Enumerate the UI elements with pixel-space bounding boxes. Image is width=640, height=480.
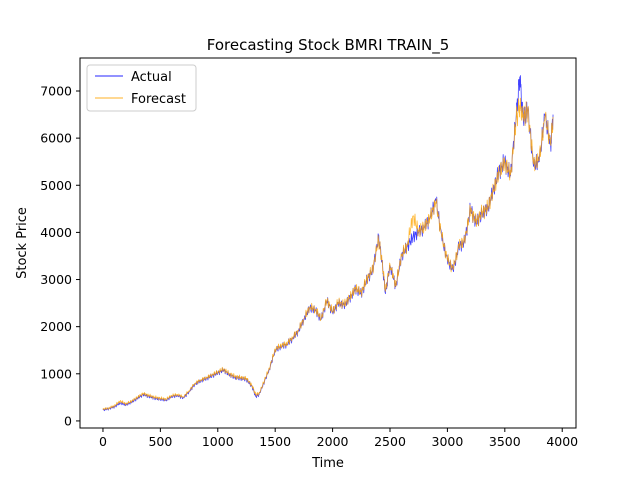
series-layer [102,75,554,412]
x-tick-label: 4000 [546,434,578,449]
legend-label-actual: Actual [131,70,172,85]
plot-area-frame [79,57,577,429]
x-tick-label: 2500 [374,434,406,449]
x-axis-label: Time [311,456,344,471]
x-tick-label: 2000 [317,434,349,449]
legend: Actual Forecast [86,64,197,112]
chart-title: Forecasting Stock BMRI TRAIN_5 [207,36,450,55]
y-tick-label: 5000 [40,178,72,193]
x-tick-label: 0 [99,434,107,449]
legend-label-forecast: Forecast [131,92,186,107]
x-tick-label: 3500 [489,434,521,449]
series-line-forecast [102,97,554,411]
y-axis-ticks: 0 1000 2000 3000 4000 5000 6000 7000 [40,83,80,428]
x-tick-label: 1500 [259,434,291,449]
y-tick-label: 0 [64,413,72,428]
x-tick-label: 1000 [202,434,234,449]
x-axis-ticks: 0 500 1000 1500 2000 2500 3000 3500 4000 [99,428,578,449]
y-tick-label: 4000 [40,225,72,240]
y-tick-label: 7000 [40,83,72,98]
x-tick-label: 500 [148,434,172,449]
x-tick-label: 3000 [432,434,464,449]
y-axis-label: Stock Price [15,207,30,279]
y-tick-label: 2000 [40,319,72,334]
y-tick-label: 6000 [40,131,72,146]
y-tick-label: 3000 [40,272,72,287]
y-tick-label: 1000 [40,366,72,381]
